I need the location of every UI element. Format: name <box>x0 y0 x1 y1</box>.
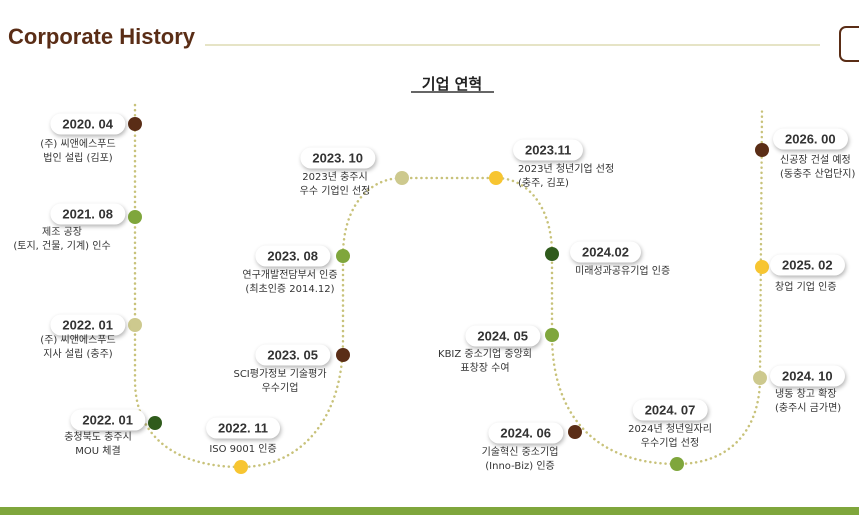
description-line: 우수기업 <box>261 383 299 394</box>
event-description: ISO 9001 인증 <box>209 443 276 457</box>
event-date: 2022. 11 <box>206 417 280 439</box>
description-line: 신공장 건설 예정 <box>780 155 851 166</box>
event-date: 2023. 08 <box>255 245 330 267</box>
description-line: 미래성과공유기업 인증 <box>575 266 671 277</box>
event-dot <box>545 247 559 261</box>
description-line: 법인 설립 (김포) <box>43 153 113 164</box>
event-date: 2023.11 <box>513 139 584 161</box>
event-dot <box>128 318 142 332</box>
event-dot <box>755 260 769 274</box>
event-date: 2022. 01 <box>50 314 125 336</box>
event-date: 2023. 05 <box>255 344 330 366</box>
event-date: 2023. 10 <box>300 147 375 169</box>
description-line: KBIZ 중소기업 중앙회 <box>438 349 532 360</box>
event-date: 2024. 06 <box>488 422 563 444</box>
description-line: (주) 씨앤에스푸드 <box>40 335 116 346</box>
event-dot <box>545 328 559 342</box>
description-line: (충주, 김포) <box>518 178 569 189</box>
event-dot <box>489 171 503 185</box>
event-date: 2024. 10 <box>770 365 845 387</box>
event-description: 창업 기업 인증 <box>775 281 837 295</box>
description-line: 충청북도 충주시 <box>64 432 132 443</box>
event-dot <box>670 457 684 471</box>
event-description: 미래성과공유기업 인증 <box>575 265 670 279</box>
description-line: 냉동 창고 확장 <box>775 389 837 400</box>
event-date: 2025. 02 <box>770 254 845 276</box>
event-description: 기술혁신 중소기업 (Inno-Biz) 인증 <box>482 446 559 474</box>
page-title: Corporate History <box>8 24 196 49</box>
event-dot <box>755 143 769 157</box>
description-line: (주) 씨앤에스푸드 <box>40 139 116 150</box>
description-line: 창업 기업 인증 <box>775 282 837 293</box>
event-description: 연구개발전담부서 인증 (최초인증 2014.12) <box>242 269 337 297</box>
description-line: (동충주 산업단지) <box>780 169 856 180</box>
description-line: (Inno-Biz) 인증 <box>485 461 555 472</box>
description-line: MOU 체결 <box>75 446 121 457</box>
event-dot <box>234 460 248 474</box>
event-dot <box>753 371 767 385</box>
description-line: 연구개발전담부서 인증 <box>242 270 338 281</box>
event-description: 2023년 청년기업 선정 (충주, 김포) <box>518 163 614 191</box>
event-date: 2024.02 <box>570 241 641 263</box>
description-line: (충주시 금가면) <box>775 403 842 414</box>
event-dot <box>568 425 582 439</box>
event-date: 2021. 08 <box>50 203 125 225</box>
description-line: 표창장 수여 <box>460 363 510 374</box>
description-line: SCI평가정보 기술평가 <box>233 369 327 380</box>
description-line: 우수 기업인 선정 <box>299 186 371 197</box>
event-date: 2026. 00 <box>773 128 848 150</box>
description-line: ISO 9001 인증 <box>209 444 277 455</box>
event-dot <box>148 416 162 430</box>
event-date: 2020. 04 <box>50 113 125 135</box>
event-description: 신공장 건설 예정 (동충주 산업단지) <box>780 154 855 182</box>
description-line: 우수기업 선정 <box>640 438 700 449</box>
event-date: 2022. 01 <box>70 409 145 431</box>
description-line: 2024년 청년일자리 <box>628 424 712 435</box>
event-dot <box>336 348 350 362</box>
description-line: 기술혁신 중소기업 <box>481 447 559 458</box>
event-dot <box>128 117 142 131</box>
event-dot <box>128 210 142 224</box>
event-date: 2024. 05 <box>465 325 540 347</box>
subtitle: 기업 연혁 <box>421 75 483 93</box>
description-line: (최초인증 2014.12) <box>245 284 335 295</box>
event-date: 2024. 07 <box>632 399 708 421</box>
description-line: 제조 공장 <box>42 227 82 238</box>
description-line: 2023년 충주시 <box>302 172 368 183</box>
description-line: 2023년 청년기업 선정 <box>518 164 615 175</box>
logo <box>839 26 859 62</box>
event-description: 냉동 창고 확장 (충주시 금가면) <box>775 388 841 416</box>
footer-bar <box>0 507 859 515</box>
description-line: 지사 설립 (충주) <box>43 349 113 360</box>
event-dot <box>336 249 350 263</box>
event-dot <box>395 171 409 185</box>
event-description: 충청북도 충주시 MOU 체결 <box>64 431 132 459</box>
event-description: 제조 공장 (토지, 건물, 기계) 인수 <box>13 226 110 254</box>
description-line: (토지, 건물, 기계) 인수 <box>13 241 111 252</box>
